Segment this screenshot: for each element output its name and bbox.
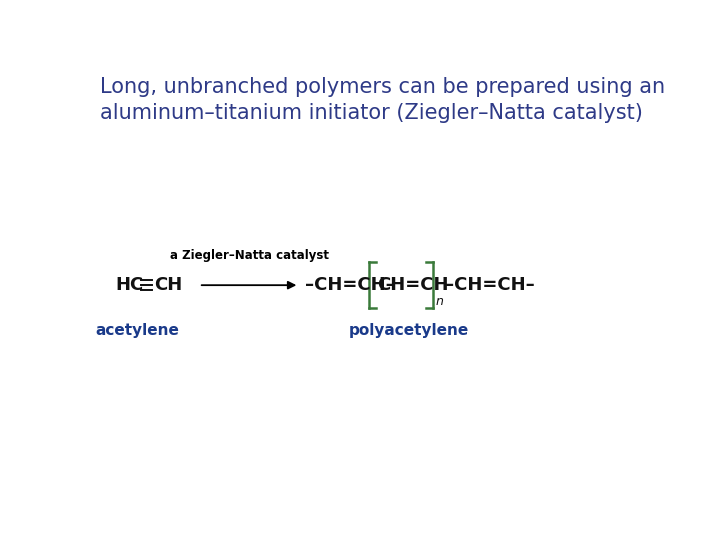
Text: acetylene: acetylene	[96, 322, 179, 338]
Text: HC: HC	[115, 276, 143, 294]
Text: CH=CH: CH=CH	[377, 276, 449, 294]
Text: polyacetylene: polyacetylene	[348, 322, 469, 338]
Text: n: n	[436, 295, 444, 308]
Text: –CH=CH–: –CH=CH–	[446, 276, 535, 294]
Text: CH: CH	[154, 276, 182, 294]
Text: Long, unbranched polymers can be prepared using an
aluminum–titanium initiator (: Long, unbranched polymers can be prepare…	[100, 77, 665, 123]
Text: a Ziegler–Natta catalyst: a Ziegler–Natta catalyst	[169, 249, 328, 262]
Text: –CH=CH–: –CH=CH–	[305, 276, 395, 294]
